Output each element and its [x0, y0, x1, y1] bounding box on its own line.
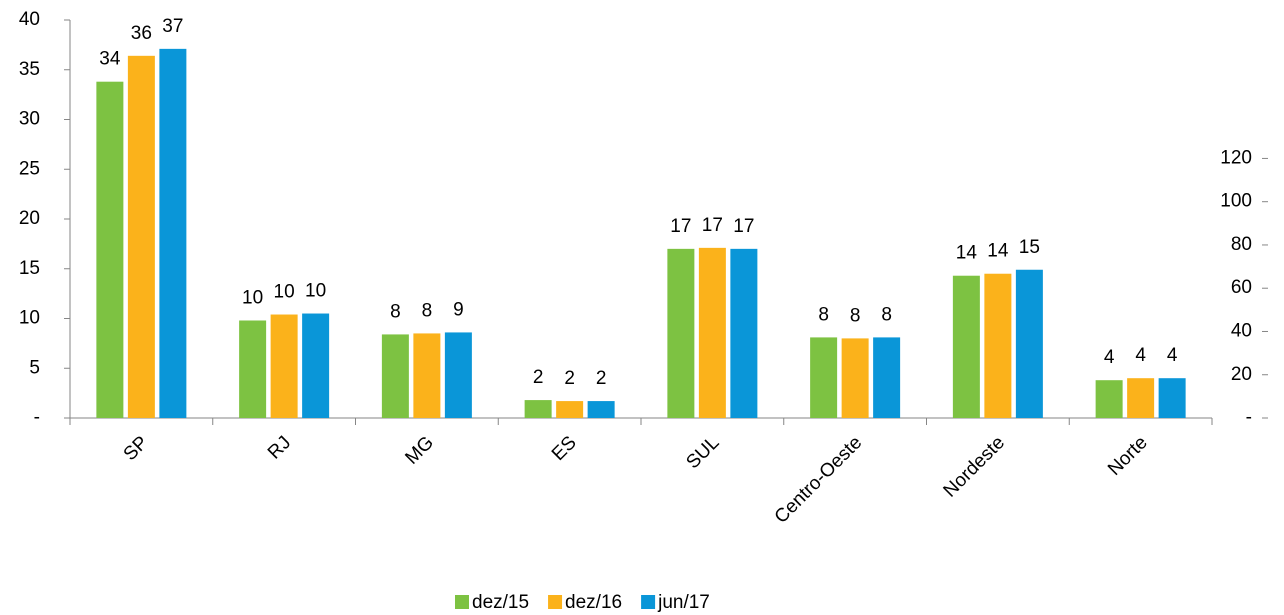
value-label: 17 [702, 215, 723, 236]
value-label: 2 [564, 368, 575, 389]
x-tick-label: ES [548, 432, 581, 465]
bar [159, 48, 187, 418]
bar [444, 332, 472, 418]
value-label: 14 [987, 241, 1009, 262]
value-label: 4 [1167, 345, 1178, 366]
value-label: 2 [533, 367, 544, 388]
bar [984, 273, 1012, 418]
bar [698, 247, 726, 418]
value-label: 8 [818, 304, 829, 325]
y2-tick-label: 20 [1231, 364, 1252, 385]
value-label: 10 [274, 282, 295, 303]
value-label: 34 [99, 49, 121, 70]
bar [1095, 380, 1123, 418]
value-label: 37 [162, 16, 183, 37]
x-tick-label: Norte [1104, 432, 1152, 480]
bar [667, 248, 695, 418]
value-label: 10 [305, 281, 326, 302]
y2-tick-label: - [1246, 407, 1252, 428]
bar [381, 334, 409, 418]
x-tick-label: SUL [682, 432, 723, 473]
x-tick-label: RJ [264, 432, 295, 463]
bar [730, 248, 758, 418]
bar [270, 314, 298, 418]
x-tick-label: MG [401, 432, 437, 468]
bar [239, 320, 267, 418]
legend: dez/15 dez/16 jun/17 [455, 592, 710, 613]
y-tick-label: - [34, 407, 40, 428]
bar [952, 275, 980, 418]
bar [810, 337, 838, 418]
y2-tick-label: 60 [1231, 277, 1252, 298]
y2-tick-label: 100 [1220, 191, 1252, 212]
legend-label: jun/17 [657, 592, 710, 613]
legend-swatch [548, 595, 563, 609]
x-tick-label: Nordeste [940, 432, 1009, 501]
value-label: 8 [422, 300, 433, 321]
bar [873, 337, 901, 418]
value-label: 8 [881, 304, 892, 325]
legend-swatch [641, 595, 656, 609]
y2-tick-label: 40 [1231, 320, 1252, 341]
y-tick-label: 10 [19, 308, 40, 329]
y-tick-label: 5 [29, 357, 40, 378]
y-tick-label: 30 [19, 109, 40, 130]
bar [841, 338, 869, 418]
legend-swatch [455, 595, 469, 609]
value-label: 17 [733, 216, 754, 237]
bar [413, 333, 441, 418]
value-label: 8 [390, 301, 401, 322]
bar [1158, 378, 1186, 418]
x-tick-label: Centro-Oeste [771, 432, 866, 527]
bar [556, 401, 584, 418]
value-label: 17 [670, 216, 691, 237]
value-label: 10 [242, 288, 263, 309]
bar [96, 81, 124, 418]
value-label: 2 [596, 368, 607, 389]
bar [524, 400, 552, 418]
bar [587, 401, 615, 418]
y-tick-label: 15 [19, 258, 40, 279]
value-label: 14 [956, 243, 978, 264]
y-tick-label: 25 [19, 158, 40, 179]
value-label: 8 [850, 305, 861, 326]
bar [1015, 269, 1043, 418]
bar [1127, 378, 1155, 418]
y-tick-label: 35 [19, 59, 40, 80]
value-label: 4 [1135, 345, 1146, 366]
y-tick-label: 40 [19, 9, 40, 30]
bar [302, 313, 330, 418]
value-label: 9 [453, 299, 464, 320]
bar [127, 55, 155, 418]
legend-label: dez/16 [565, 592, 622, 613]
y2-tick-label: 80 [1231, 234, 1252, 255]
y2-tick-label: 120 [1220, 147, 1252, 168]
value-label: 36 [131, 23, 152, 44]
value-label: 15 [1019, 237, 1040, 258]
x-tick-label: SP [120, 432, 153, 465]
legend-label: dez/15 [472, 592, 529, 613]
value-label: 4 [1104, 347, 1115, 368]
y-tick-label: 20 [19, 208, 40, 229]
